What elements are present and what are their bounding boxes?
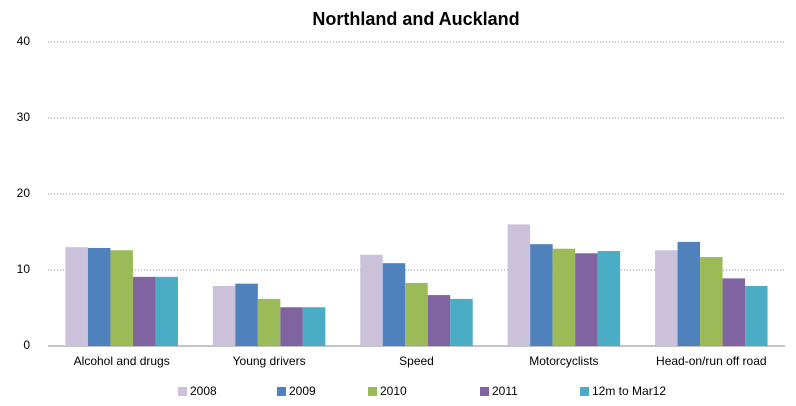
bar bbox=[65, 247, 88, 346]
bar bbox=[507, 224, 531, 346]
bar bbox=[110, 250, 133, 346]
bar bbox=[360, 254, 383, 346]
legend-label: 2010 bbox=[380, 384, 407, 398]
bar bbox=[552, 248, 576, 346]
bar bbox=[382, 263, 406, 346]
bar bbox=[280, 307, 303, 346]
y-tick-label: 40 bbox=[17, 34, 31, 48]
legend-label: 12m to Mar12 bbox=[592, 384, 666, 398]
x-tick-label: Speed bbox=[399, 354, 434, 368]
y-tick-label: 20 bbox=[17, 186, 31, 200]
legend-swatch bbox=[277, 387, 286, 396]
x-tick-label: Head-on/run off road bbox=[656, 354, 767, 368]
y-tick-label: 10 bbox=[17, 262, 31, 276]
chart-title: Northland and Auckland bbox=[312, 9, 519, 29]
bar bbox=[302, 307, 326, 346]
legend-label: 2008 bbox=[190, 384, 217, 398]
x-tick-label: Alcohol and drugs bbox=[74, 354, 170, 368]
bar bbox=[212, 285, 236, 346]
bar bbox=[87, 247, 111, 346]
legend-swatch bbox=[178, 387, 187, 396]
y-tick-label: 30 bbox=[17, 110, 31, 124]
bar bbox=[655, 250, 678, 346]
y-tick-label: 0 bbox=[23, 338, 30, 352]
bar bbox=[597, 251, 621, 346]
legend-swatch bbox=[580, 387, 589, 396]
x-tick-label: Young drivers bbox=[233, 354, 306, 368]
x-tick-label: Motorcyclists bbox=[529, 354, 598, 368]
legend-swatch bbox=[368, 387, 377, 396]
bar bbox=[257, 298, 281, 346]
bar bbox=[235, 283, 258, 346]
bar bbox=[405, 282, 428, 346]
bar bbox=[722, 278, 746, 346]
bar bbox=[450, 298, 473, 346]
legend-label: 2009 bbox=[289, 384, 316, 398]
bar bbox=[155, 276, 178, 346]
bar bbox=[132, 276, 156, 346]
bar bbox=[677, 241, 701, 346]
bar bbox=[427, 295, 451, 346]
bar bbox=[745, 285, 768, 346]
legend-swatch bbox=[480, 387, 489, 396]
bar bbox=[575, 253, 598, 346]
bar bbox=[530, 244, 553, 346]
legend-label: 2011 bbox=[492, 384, 518, 398]
bar bbox=[700, 257, 723, 346]
